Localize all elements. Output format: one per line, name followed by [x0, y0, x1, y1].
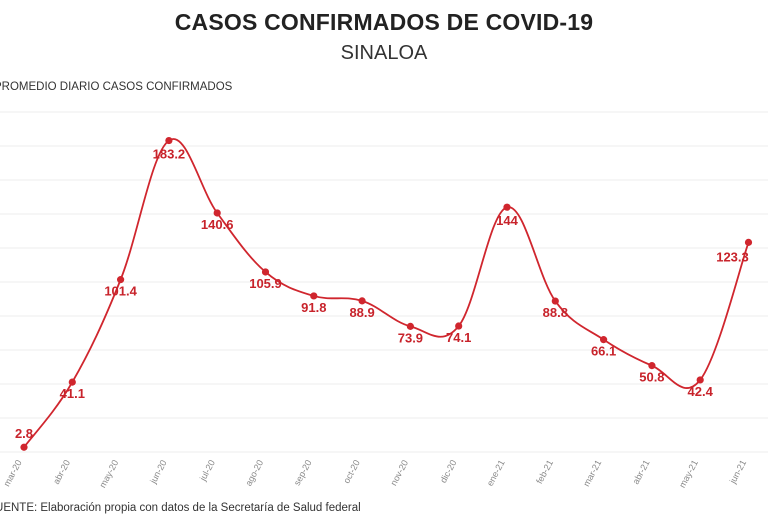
- y-axis-label: PROMEDIO DIARIO CASOS CONFIRMADOS: [0, 81, 233, 93]
- x-tick-jun-21: jun-21: [727, 458, 748, 486]
- data-label-nov-20: 73.9: [398, 330, 423, 345]
- data-label-ago-20: 105.9: [249, 276, 282, 291]
- data-point-jun-21: [744, 238, 753, 246]
- x-tick-mar-21: mar-21: [581, 458, 603, 488]
- x-tick-nov-20: nov-20: [388, 458, 410, 487]
- grid-lines: [0, 111, 768, 453]
- data-label-sep-20: 91.8: [301, 300, 326, 315]
- data-label-oct-20: 88.9: [349, 305, 374, 320]
- data-point-jun-20: [165, 136, 173, 145]
- x-tick-may-21: may-21: [677, 458, 700, 489]
- data-label-abr-20: 41.1: [60, 386, 85, 401]
- x-tick-mar-20: mar-20: [2, 458, 24, 488]
- data-label-jun-20: 183.2: [153, 147, 186, 162]
- data-label-mar-20: 2.8: [15, 426, 33, 441]
- data-label-dic-20: 74.1: [446, 330, 471, 345]
- x-tick-feb-21: feb-21: [534, 458, 555, 485]
- chart-title: CASOS CONFIRMADOS DE COVID-19: [174, 9, 594, 35]
- data-label-feb-21: 88.8: [543, 305, 568, 320]
- chart-subtitle: SINALOA: [340, 42, 428, 64]
- data-labels-group: 2.8 41.1 101.4 183.2 140.6 105.9 91.8 88.9 73.9 7…: [15, 147, 749, 442]
- data-label-ene-21: 144: [496, 213, 518, 228]
- data-point-may-21: [696, 376, 704, 384]
- data-point-sep-20: [310, 292, 318, 300]
- data-label-jun-21: 123.3: [716, 249, 749, 264]
- x-tick-ene-21: ene-21: [485, 458, 507, 487]
- data-label-jul-20: 140.6: [201, 217, 234, 232]
- series-line-casos: [23, 138, 750, 448]
- data-point-oct-20: [358, 297, 366, 305]
- data-point-ago-20: [261, 268, 270, 276]
- data-label-mar-21: 66.1: [591, 344, 616, 359]
- data-point-abr-20: [68, 378, 76, 386]
- x-tick-oct-20: oct-20: [341, 458, 362, 485]
- data-point-feb-21: [551, 297, 559, 305]
- data-point-abr-21: [648, 362, 656, 370]
- source-note: FUENTE: Elaboración propia con datos de …: [0, 502, 361, 514]
- x-tick-abr-21: abr-21: [631, 458, 652, 486]
- data-point-may-20: [117, 276, 125, 284]
- x-tick-sep-20: sep-20: [292, 458, 314, 487]
- data-point-dic-20: [455, 322, 463, 330]
- x-tick-labels: mar-20 abr-20 may-20 jun-20 jul-20 ago-20 sep-…: [2, 458, 749, 489]
- data-point-mar-21: [600, 336, 608, 344]
- x-tick-may-20: may-20: [97, 458, 120, 489]
- data-point-nov-20: [406, 322, 414, 330]
- data-label-may-21: 42.4: [688, 384, 714, 399]
- data-point-jul-20: [213, 209, 221, 217]
- data-label-abr-21: 50.8: [639, 370, 664, 385]
- x-tick-jul-20: jul-20: [197, 458, 217, 483]
- x-tick-abr-20: abr-20: [51, 458, 72, 486]
- x-tick-jun-20: jun-20: [148, 458, 169, 486]
- data-point-mar-20: [20, 443, 28, 451]
- x-tick-ago-20: ago-20: [243, 458, 265, 487]
- series-group: [20, 136, 753, 451]
- x-tick-dic-20: dic-20: [438, 458, 458, 484]
- data-label-may-20: 101.4: [104, 284, 137, 299]
- data-point-ene-21: [503, 203, 511, 211]
